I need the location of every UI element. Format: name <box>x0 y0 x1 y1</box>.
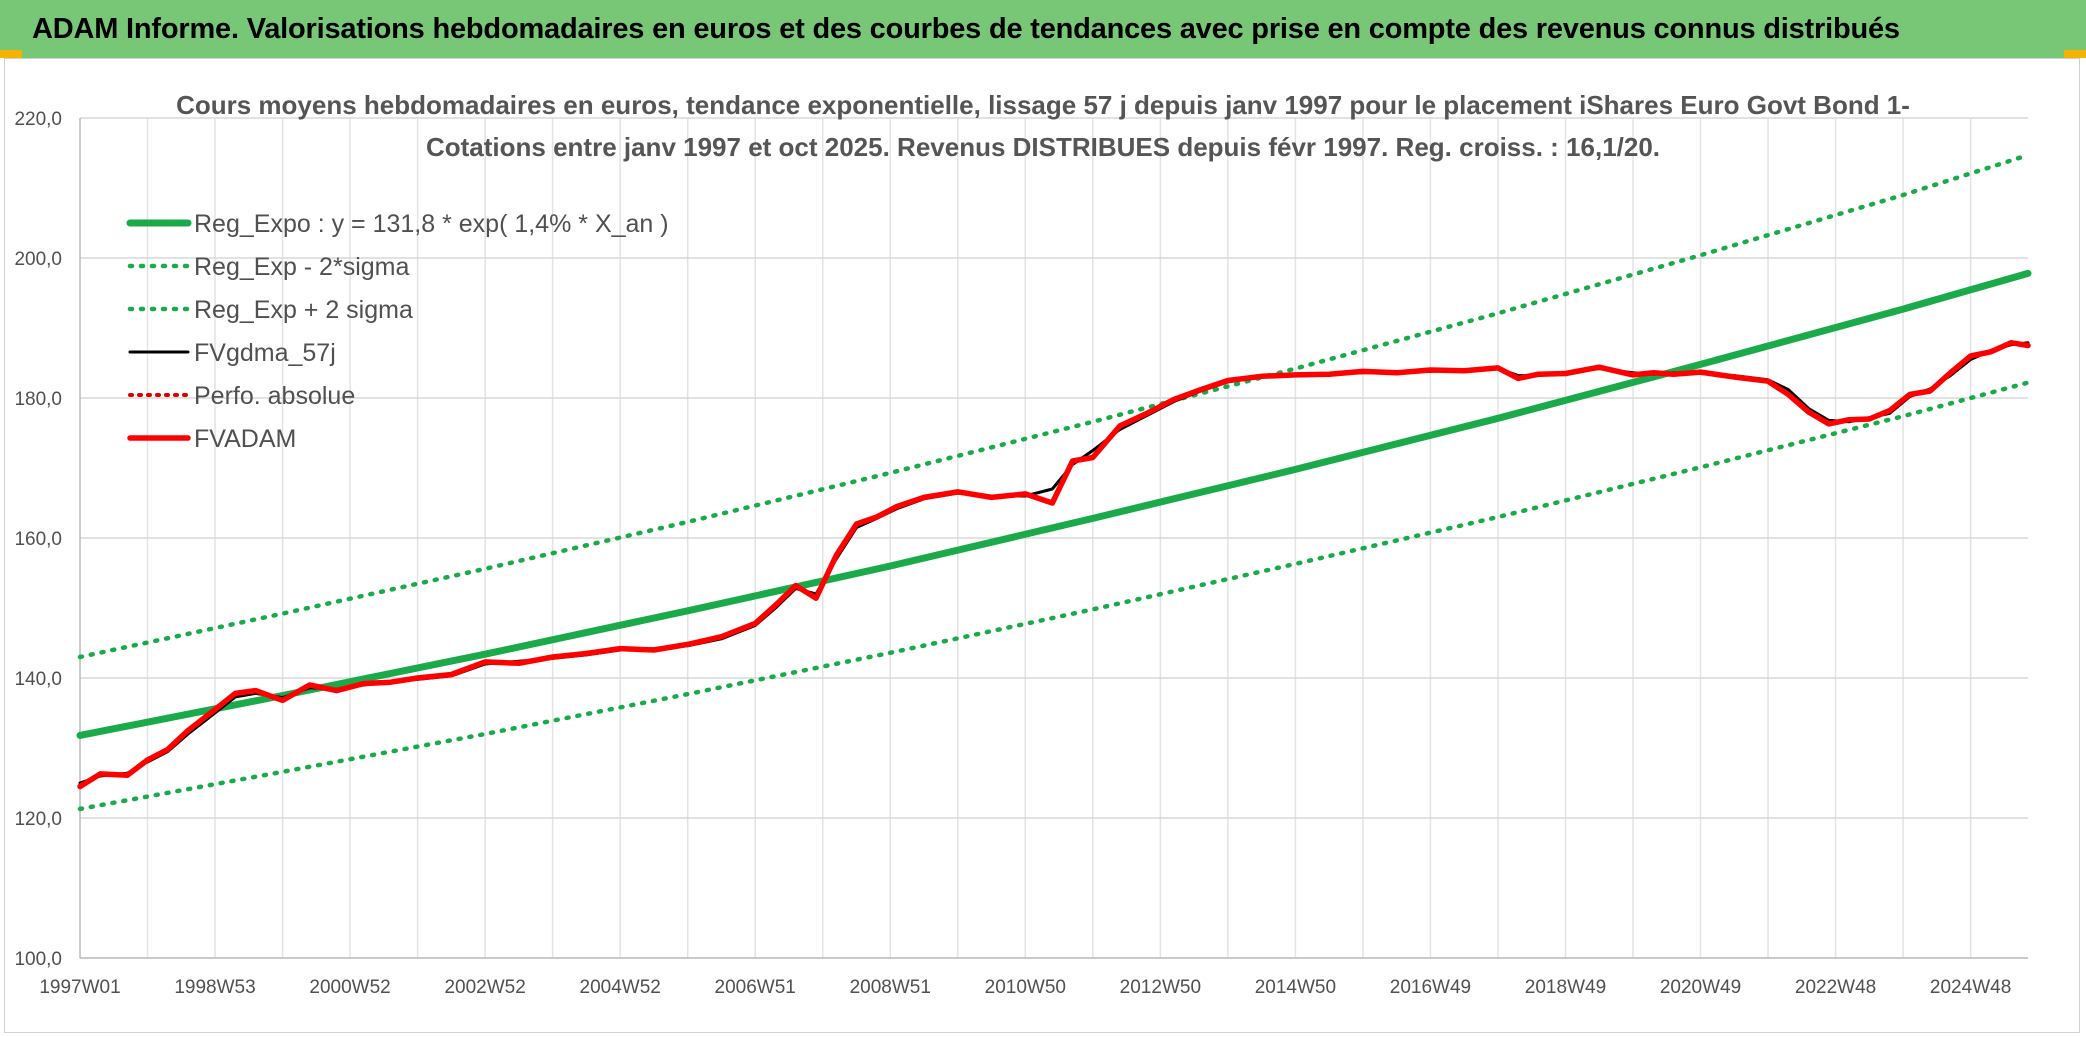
series-layer <box>76 152 2032 812</box>
chart-axes: 100,0 120,0 140,0 160,0 180,0 200,0 220,0 1997W… <box>14 109 2028 998</box>
series-line-2 <box>77 152 2031 660</box>
x-tick-label: 1998W53 <box>174 977 255 998</box>
y-tick-label: 160,0 <box>14 529 62 550</box>
x-tick-label: 2012W50 <box>1120 977 1201 998</box>
page-header: ADAM Informe. Valorisations hebdomadaire… <box>0 0 2086 58</box>
x-tick-label: 1997W01 <box>39 977 120 998</box>
x-tick-label: 2016W49 <box>1390 977 1471 998</box>
y-tick-label: 180,0 <box>14 389 62 410</box>
x-tick-label: 2006W51 <box>715 977 796 998</box>
series-line-0 <box>76 269 2032 739</box>
x-tick-label: 2010W50 <box>985 977 1066 998</box>
x-tick-label: 2014W50 <box>1255 977 1336 998</box>
y-tick-label: 120,0 <box>14 809 62 830</box>
legend-label: FVgdma_57j <box>194 339 336 367</box>
x-tick-label: 2002W52 <box>444 977 525 998</box>
x-tick-label: 2024W48 <box>1930 977 2011 998</box>
x-tick-label: 2000W52 <box>309 977 390 998</box>
y-tick-label: 220,0 <box>14 109 62 130</box>
legend-label: FVADAM <box>194 425 296 453</box>
x-tick-label: 2020W49 <box>1660 977 1741 998</box>
legend-label: Reg_Exp + 2 sigma <box>194 296 413 324</box>
x-tick-label: 2018W49 <box>1525 977 1606 998</box>
chart-legend: Reg_Expo : y = 131,8 * exp( 1,4% * X_an … <box>126 210 669 453</box>
header-corner-left <box>0 50 22 58</box>
legend-label: Perfo. absolue <box>194 382 355 410</box>
legend-label: Reg_Exp - 2*sigma <box>194 253 409 281</box>
header-corner-right <box>2064 50 2086 58</box>
series-line-3 <box>78 341 2030 785</box>
chart-title-line1: Cours moyens hebdomadaires en euros, ten… <box>176 90 1910 120</box>
page-title: ADAM Informe. Valorisations hebdomadaire… <box>32 12 1900 45</box>
series-line-5 <box>77 339 2031 790</box>
x-tick-label: 2008W51 <box>850 977 931 998</box>
y-tick-label: 200,0 <box>14 249 62 270</box>
x-tick-label: 2004W52 <box>580 977 661 998</box>
y-tick-label: 140,0 <box>14 669 62 690</box>
y-tick-label: 100,0 <box>14 949 62 970</box>
x-tick-label: 2022W48 <box>1795 977 1876 998</box>
chart-frame <box>4 58 2080 1033</box>
legend-label: Reg_Expo : y = 131,8 * exp( 1,4% * X_an … <box>194 210 669 238</box>
chart-title-line2: Cotations entre janv 1997 et oct 2025. R… <box>426 132 1660 162</box>
series-line-1 <box>77 380 2031 812</box>
